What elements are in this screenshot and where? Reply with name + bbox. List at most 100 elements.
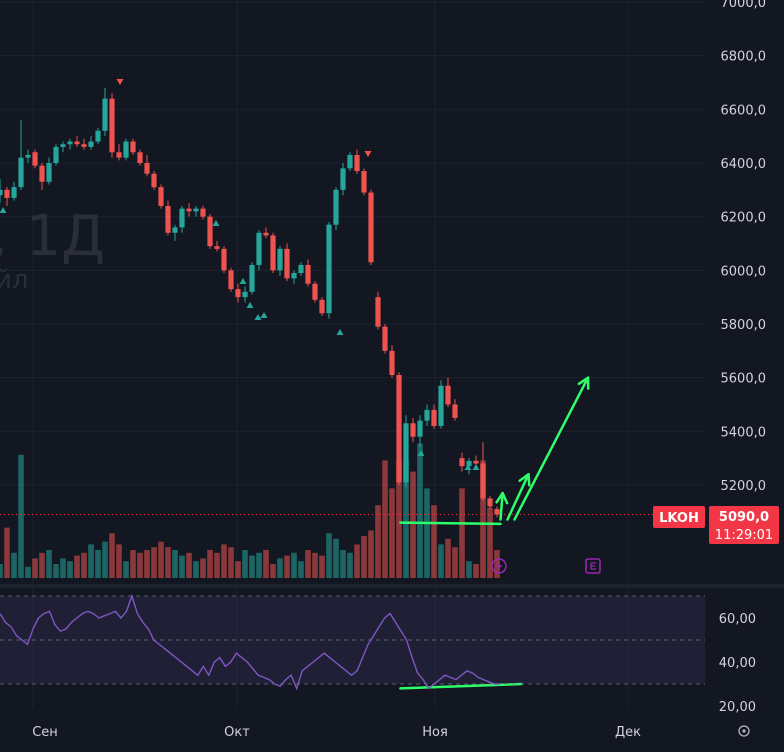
rsi-tick-label: 20,00	[719, 700, 756, 715]
candle-body	[158, 187, 164, 206]
forecast-arrow-head	[518, 473, 531, 487]
candle-body	[361, 171, 367, 193]
last-price-badge[interactable]: LKOH 5090,0 11:29:01	[653, 506, 779, 544]
candle-body	[32, 152, 38, 166]
settings-icon	[738, 725, 750, 737]
candle-body	[326, 224, 332, 314]
candle-body	[123, 141, 129, 158]
price-tick-label: 7000,0	[721, 0, 767, 11]
volume-bar	[165, 547, 171, 578]
candle-body	[459, 458, 465, 467]
price-trendline	[399, 521, 502, 526]
event-icon-lightning[interactable]	[491, 558, 507, 574]
volume-bar	[179, 555, 185, 578]
candle-body	[466, 460, 472, 467]
volume-bar	[88, 544, 94, 578]
volume-bar	[494, 550, 500, 578]
candle-body	[382, 326, 388, 351]
event-icon-earnings[interactable]	[585, 558, 601, 574]
forecast-arrow-head	[577, 376, 590, 390]
volume-bar	[305, 550, 311, 578]
symbol-badge: LKOH	[659, 511, 699, 526]
volume-bar	[46, 550, 52, 578]
candle-body	[347, 154, 353, 169]
candle-body	[25, 154, 31, 158]
rsi-axis[interactable]: 60,00 40,00 20,00	[719, 612, 756, 715]
candle-body	[305, 264, 311, 284]
candle-body	[207, 216, 213, 247]
volume-bar	[291, 552, 297, 578]
volume-bar	[0, 564, 3, 578]
volume-bar	[221, 544, 227, 578]
time-tick-label: Сен	[32, 725, 58, 740]
volume-bar	[130, 550, 136, 578]
volume-bar	[39, 552, 45, 578]
volume-bar	[116, 544, 122, 578]
volume-bar	[249, 555, 255, 578]
candle-body	[130, 141, 136, 153]
price-tick-label: 6400,0	[721, 157, 767, 172]
candle-body	[417, 420, 423, 437]
candle-body	[179, 208, 185, 228]
time-axis[interactable]: Сен Окт Ноя Дек	[32, 725, 641, 740]
volume-bar	[11, 552, 17, 578]
price-badge-bg	[709, 506, 779, 544]
lightning-icon	[491, 558, 507, 574]
candle-body	[95, 130, 101, 142]
volume-bar	[235, 561, 241, 578]
volume-bar	[123, 561, 129, 578]
watermark-subtitle: йл	[0, 265, 29, 295]
volume-bar	[32, 558, 38, 578]
time-tick-label: Окт	[224, 725, 250, 740]
volume-bar	[102, 541, 108, 578]
settings-dot-icon	[742, 729, 746, 733]
volume-bar	[4, 527, 10, 578]
volume-bar	[466, 561, 472, 578]
volume-bar	[333, 538, 339, 578]
volume-bar	[25, 566, 31, 578]
candle-body	[396, 374, 402, 483]
buy-signal-marker	[336, 329, 344, 335]
candle-body	[480, 463, 486, 499]
volume-bar	[319, 555, 325, 578]
pane-separator	[0, 584, 784, 588]
price-axis[interactable]: 7000,0 6800,0 6600,0 6400,0 6200,0 6000,0 5800…	[721, 0, 767, 494]
watermark-title: , 1Д	[0, 204, 105, 269]
buy-signal-marker	[472, 464, 480, 470]
candle-body	[242, 291, 248, 298]
volume-bar	[270, 564, 276, 578]
candle-body	[452, 404, 458, 418]
candle-body	[277, 248, 283, 271]
buy-signal-marker	[212, 220, 220, 226]
candle-body	[221, 248, 227, 271]
buy-signal-marker	[464, 464, 472, 470]
volume-bar	[403, 460, 409, 578]
volume-bar	[417, 443, 423, 578]
candle-body	[88, 141, 94, 147]
volume-bar	[410, 471, 416, 578]
time-tick-label: Дек	[615, 725, 641, 740]
volume-bar	[424, 488, 430, 578]
forecast-arrow	[506, 473, 530, 521]
candle-body	[410, 423, 416, 437]
volume-bar	[277, 558, 283, 578]
candle-body	[319, 299, 325, 314]
candle-body	[172, 227, 178, 233]
axis-settings-button[interactable]	[738, 725, 750, 737]
candle-body	[109, 98, 115, 153]
candle-body	[403, 423, 409, 483]
volume-bar	[18, 454, 24, 578]
candle-body	[165, 205, 171, 233]
buy-signal-marker	[260, 312, 268, 318]
candle-body	[431, 409, 437, 426]
earnings-glyph-icon	[590, 562, 596, 570]
candle-body	[74, 141, 80, 145]
volume-bar	[382, 460, 388, 578]
candle-body	[368, 192, 374, 263]
volume-bar	[60, 558, 66, 578]
candle-body	[354, 154, 360, 172]
volume-bar	[354, 544, 360, 578]
lightning-glyph-icon	[496, 561, 502, 571]
rsi-tick-label: 60,00	[719, 612, 756, 627]
